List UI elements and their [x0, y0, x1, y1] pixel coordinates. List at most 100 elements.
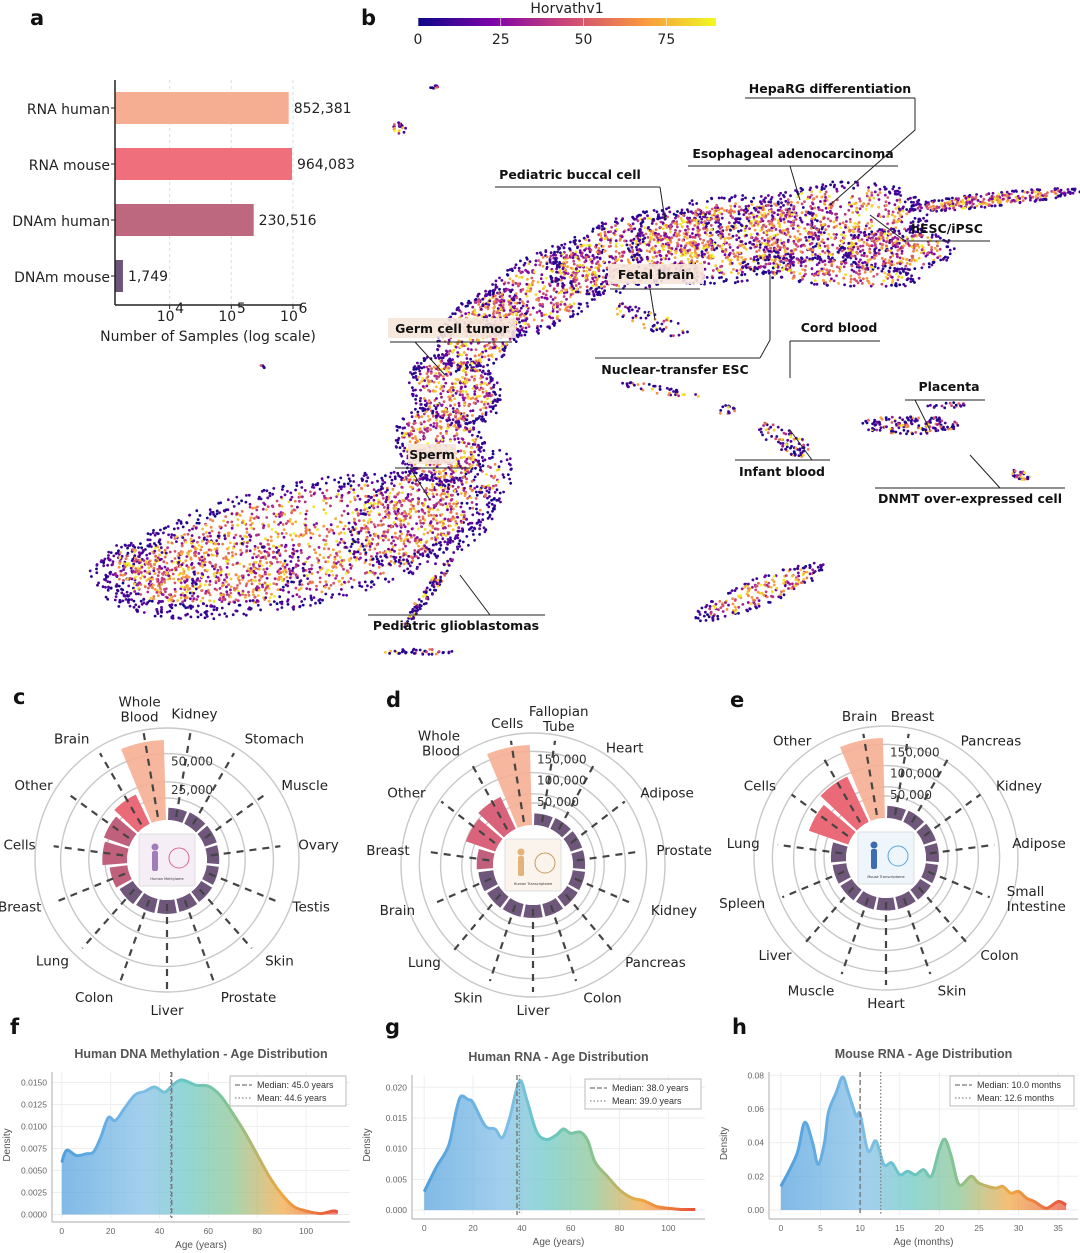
umap-point — [142, 611, 146, 614]
umap-point — [367, 498, 371, 502]
umap-point — [127, 584, 131, 588]
umap-point — [240, 521, 244, 524]
umap-point — [356, 540, 360, 544]
umap-point — [303, 489, 307, 492]
umap-point — [127, 544, 130, 547]
umap-point — [199, 599, 203, 603]
umap-point — [386, 503, 390, 507]
umap-point — [407, 480, 411, 484]
umap-point — [388, 475, 392, 479]
umap-point — [434, 542, 438, 546]
umap-point — [292, 605, 296, 609]
umap-point — [450, 364, 453, 368]
umap-point — [276, 608, 279, 611]
umap-point — [451, 507, 455, 511]
umap-point — [448, 418, 451, 422]
umap-point — [326, 497, 330, 500]
umap-point — [505, 452, 508, 456]
umap-point — [468, 338, 472, 341]
umap-point — [299, 549, 303, 552]
umap-point — [431, 483, 434, 486]
umap-point — [457, 441, 461, 444]
umap-point — [470, 464, 474, 467]
umap-point — [442, 522, 445, 525]
umap-point — [415, 567, 419, 570]
umap-point — [341, 576, 344, 580]
umap-point — [535, 326, 539, 330]
umap-point — [397, 560, 401, 564]
umap-point — [280, 505, 284, 508]
umap-point — [443, 540, 447, 544]
umap-point — [364, 538, 368, 542]
umap-point — [297, 559, 300, 562]
umap-point — [453, 437, 457, 441]
umap-point — [298, 595, 301, 599]
umap-point — [330, 569, 334, 573]
umap-point — [414, 398, 417, 401]
umap-point — [363, 548, 366, 551]
umap-point — [385, 498, 388, 502]
umap-point — [327, 555, 330, 559]
umap-point — [315, 588, 318, 591]
umap-point — [329, 496, 333, 500]
umap-point — [469, 450, 473, 454]
umap-point — [153, 614, 157, 618]
umap-point — [218, 511, 221, 515]
umap-point — [324, 481, 328, 485]
umap-point — [322, 508, 326, 512]
umap-point — [435, 367, 438, 371]
umap-point — [473, 486, 477, 490]
umap-point — [365, 571, 369, 574]
umap-point — [460, 417, 464, 421]
umap-point — [288, 555, 292, 558]
umap-point — [441, 488, 445, 492]
umap-point — [409, 493, 413, 496]
umap-point — [454, 382, 457, 385]
umap-point — [296, 555, 300, 559]
umap-point — [211, 519, 215, 523]
umap-point — [447, 370, 451, 374]
umap-point — [299, 495, 302, 499]
umap-point — [353, 555, 356, 559]
umap-point — [126, 551, 130, 555]
umap-point — [494, 411, 498, 415]
umap-point — [302, 533, 306, 537]
umap-point — [369, 502, 373, 505]
umap-point — [327, 574, 331, 577]
umap-point — [421, 552, 425, 555]
umap-point — [479, 450, 482, 453]
umap-point — [166, 610, 169, 614]
umap-point — [501, 473, 505, 477]
umap-point — [416, 483, 419, 487]
umap-point — [340, 514, 344, 517]
umap-point — [351, 537, 355, 541]
umap-point — [630, 246, 634, 249]
umap-point — [654, 228, 658, 232]
umap-point — [633, 227, 637, 231]
umap-point — [407, 381, 411, 385]
umap-point — [411, 486, 414, 489]
umap-point — [344, 545, 348, 549]
umap-point — [364, 501, 367, 504]
umap-point — [485, 473, 488, 476]
umap-point — [275, 602, 279, 606]
umap-point — [170, 568, 174, 572]
umap-point — [644, 232, 648, 236]
umap-point — [174, 566, 177, 570]
umap-point — [684, 244, 688, 248]
umap-point — [634, 239, 638, 243]
umap-point — [545, 289, 549, 293]
umap-point — [502, 314, 506, 318]
umap-point — [505, 458, 509, 462]
panel-label-e: e — [730, 688, 744, 712]
umap-point — [104, 573, 108, 577]
umap-point — [449, 505, 452, 508]
umap-point — [344, 572, 348, 575]
umap-point — [231, 613, 235, 617]
umap-point — [592, 292, 596, 296]
umap-point — [349, 484, 353, 488]
umap-point — [492, 302, 496, 306]
umap-point — [578, 249, 582, 253]
umap-point — [409, 507, 412, 511]
umap-point — [483, 355, 487, 359]
